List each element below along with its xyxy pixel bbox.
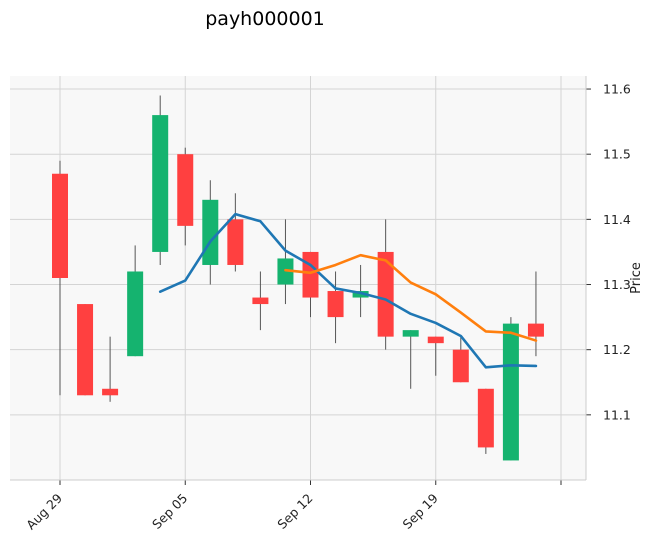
candle-up (402, 330, 419, 337)
moving-average-lines (158, 212, 538, 369)
candle-down (177, 154, 194, 226)
chart-title: payh000001 (205, 8, 325, 30)
candle-down (452, 349, 469, 383)
y-tick-label: 11.6 (603, 82, 631, 97)
candle-up (502, 323, 519, 461)
candle-up (127, 271, 144, 357)
moving-average-line (158, 212, 538, 369)
y-tick-label: 11.1 (603, 407, 631, 422)
x-tick-label: Sep 12 (274, 491, 315, 532)
candle-down (527, 323, 544, 337)
plot-area (10, 76, 586, 480)
candle-down (252, 297, 269, 305)
candle-up (152, 115, 169, 252)
candle-down (302, 251, 319, 298)
moving-average-line (284, 253, 538, 342)
candle-down (77, 304, 94, 396)
candle-down (327, 291, 344, 318)
x-tick-label: Aug 29 (23, 490, 65, 532)
y-tick-label: 11.2 (603, 342, 631, 357)
candle-down (227, 219, 244, 265)
y-tick-label: 11.5 (603, 147, 631, 162)
x-tick-label: Sep 05 (149, 491, 190, 532)
y-axis-label: Price (629, 262, 644, 294)
y-tick-label: 11.4 (603, 212, 631, 227)
candle-down (377, 251, 394, 337)
candle-bodies (52, 115, 544, 461)
candle-down (102, 388, 119, 396)
x-tick-label: Sep 19 (400, 490, 441, 531)
candle-down (477, 388, 494, 448)
candle-down (427, 336, 444, 344)
y-tick-label: 11.3 (603, 277, 631, 292)
candle-down (52, 173, 68, 278)
candle-up (202, 199, 219, 265)
